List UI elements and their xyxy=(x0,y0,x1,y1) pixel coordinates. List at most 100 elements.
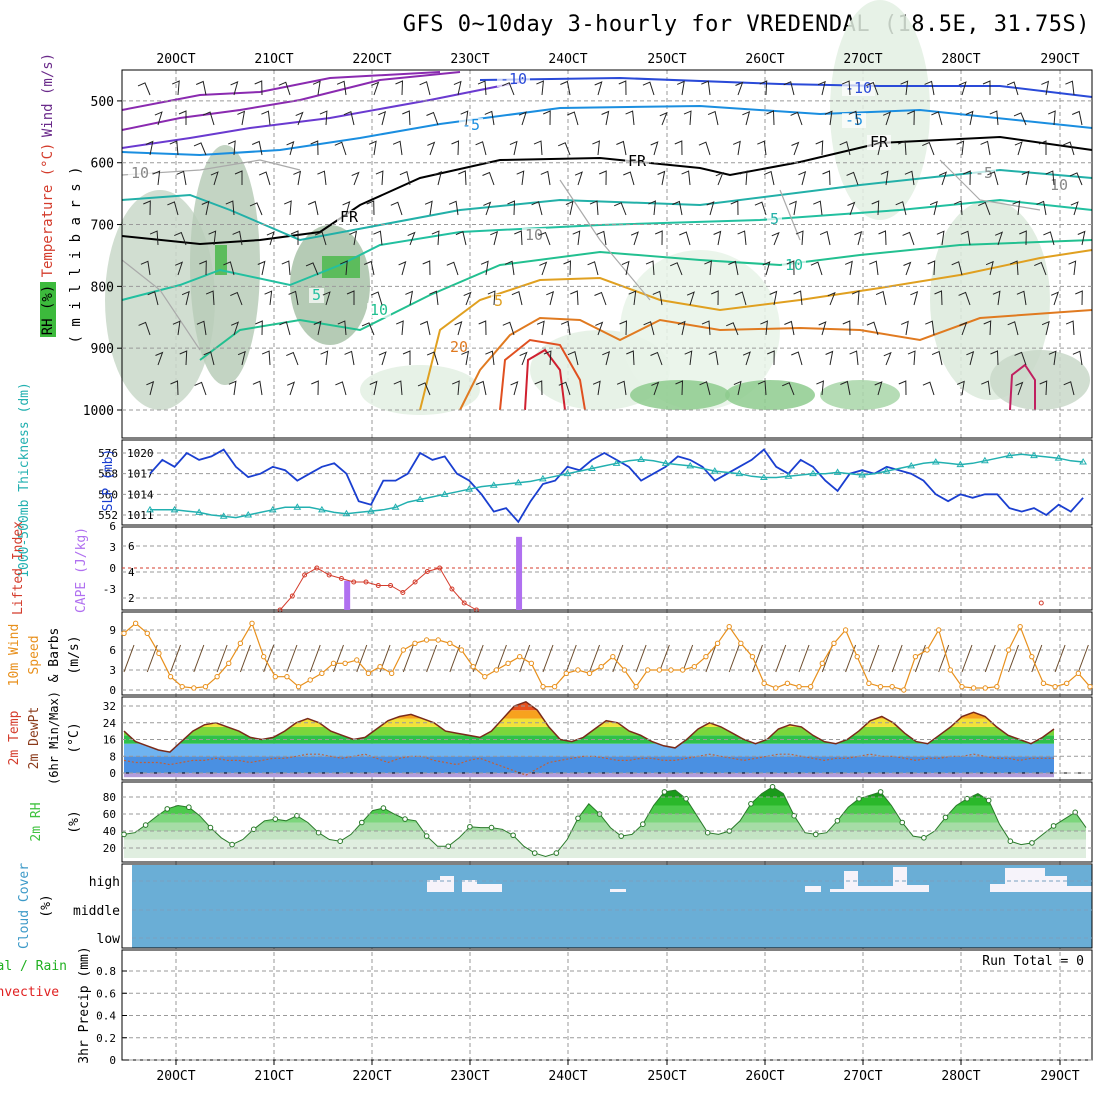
wind-barb xyxy=(674,140,683,156)
wind-barb xyxy=(563,260,572,276)
cloud-tick-label: high xyxy=(89,875,120,890)
rh2m-marker xyxy=(445,843,452,850)
rh2m-marker xyxy=(834,818,841,824)
wind-barb xyxy=(672,200,683,216)
rh2m-marker xyxy=(553,850,560,856)
cloud-high-bar xyxy=(990,884,1005,892)
wind-barb xyxy=(713,230,722,246)
cloud-high-bar xyxy=(893,867,907,892)
wind-barb xyxy=(684,350,693,366)
thickness-marker xyxy=(710,467,719,474)
wind-barb xyxy=(645,260,655,276)
wind-barb xyxy=(842,320,851,336)
temperature-contour xyxy=(459,309,1093,411)
time-tick-label-top: 21OCT xyxy=(254,52,293,67)
wind-barb xyxy=(237,350,246,366)
wind-barb xyxy=(228,380,237,396)
wind-barb xyxy=(623,171,635,186)
wind10m-marker xyxy=(959,683,965,690)
wind-barb xyxy=(543,350,552,366)
wind-barb xyxy=(701,320,711,336)
rh-shading xyxy=(620,250,780,410)
time-tick-label-top: 20OCT xyxy=(156,52,195,67)
wind10m-barb xyxy=(495,644,507,673)
wind-barb xyxy=(706,201,715,216)
temp2m-frame xyxy=(121,696,1093,781)
wind-barb xyxy=(175,261,184,276)
wind-barb xyxy=(452,380,460,396)
time-tick-label-top: 25OCT xyxy=(647,52,686,67)
wind-barb xyxy=(1012,200,1021,216)
rh2m-marker xyxy=(640,821,646,828)
contour-label: 10 xyxy=(370,301,388,319)
wind-barb xyxy=(196,320,207,336)
wind-barb xyxy=(261,110,271,126)
wind-barb xyxy=(261,350,271,366)
wind-barb xyxy=(378,110,387,126)
wind-barb xyxy=(1068,260,1077,276)
wind-barb xyxy=(616,380,627,396)
wind-barb xyxy=(1072,350,1083,366)
wind-barb xyxy=(1021,170,1030,186)
wind-barb xyxy=(733,380,742,396)
wind10m-marker xyxy=(540,683,546,690)
wind10m-marker xyxy=(1029,653,1035,660)
wind10m-marker xyxy=(679,667,686,673)
run-total-label: Run Total = 0 xyxy=(982,954,1084,969)
cloud-high-bar xyxy=(830,889,844,892)
rh-contour xyxy=(779,189,801,241)
wind-barb xyxy=(343,111,355,126)
pressure-tick-label: 500 xyxy=(91,95,114,110)
wind-barb xyxy=(558,381,571,396)
wind10m-marker xyxy=(807,683,814,690)
wind-barb xyxy=(281,260,291,276)
wind-barb xyxy=(982,80,991,95)
wind-barb xyxy=(507,200,516,216)
rh2m-marker xyxy=(121,831,127,838)
wind-barb xyxy=(898,380,907,396)
wind-barb xyxy=(402,110,411,126)
wind-barb xyxy=(907,110,915,126)
wind-barb xyxy=(769,290,778,306)
wind10m-barb xyxy=(193,644,205,673)
rh2m-marker xyxy=(661,789,668,795)
rh2m-marker xyxy=(1050,823,1057,829)
wind-barb xyxy=(373,230,383,246)
wind-barb xyxy=(314,231,327,246)
thickness-marker xyxy=(1079,458,1087,465)
wind10m-barb xyxy=(1054,644,1066,673)
wind-barb xyxy=(931,350,943,366)
wind-barb xyxy=(567,351,579,366)
wind-barb xyxy=(686,291,695,306)
wind10m-marker xyxy=(796,683,802,690)
wind10m-marker xyxy=(703,653,709,660)
wind-barb xyxy=(625,110,635,126)
wind10m-marker xyxy=(179,683,185,690)
contour-label: -5 xyxy=(845,111,863,129)
wind-barb xyxy=(370,291,383,306)
pressure-tick-label: 700 xyxy=(91,219,114,234)
ylabel-temperature: Temperature (°C) xyxy=(40,143,56,278)
wind-barb xyxy=(904,170,915,186)
lifted-index-marker xyxy=(388,583,394,588)
wind10m-tick-label: 0 xyxy=(109,684,116,697)
wind-barb xyxy=(448,200,459,216)
wind10m-marker xyxy=(842,627,849,633)
temp2m-line xyxy=(123,700,1055,753)
thickness-marker xyxy=(612,459,621,466)
wind-barb xyxy=(334,141,347,156)
wind-barb xyxy=(652,290,663,306)
wind-barb xyxy=(825,350,834,366)
wind10m-marker xyxy=(970,685,977,691)
wind-barb xyxy=(846,171,859,186)
wind-barb xyxy=(907,350,916,366)
wind-barb xyxy=(754,201,767,216)
wind-barb xyxy=(594,291,607,306)
wind10m-barb xyxy=(775,644,787,673)
wind-barb xyxy=(146,380,155,396)
wind-barb xyxy=(1065,80,1075,96)
rh2m-marker xyxy=(186,804,192,811)
contour-label-bg xyxy=(972,166,996,181)
wind-barb xyxy=(951,261,963,276)
wind10m-marker xyxy=(935,627,942,633)
